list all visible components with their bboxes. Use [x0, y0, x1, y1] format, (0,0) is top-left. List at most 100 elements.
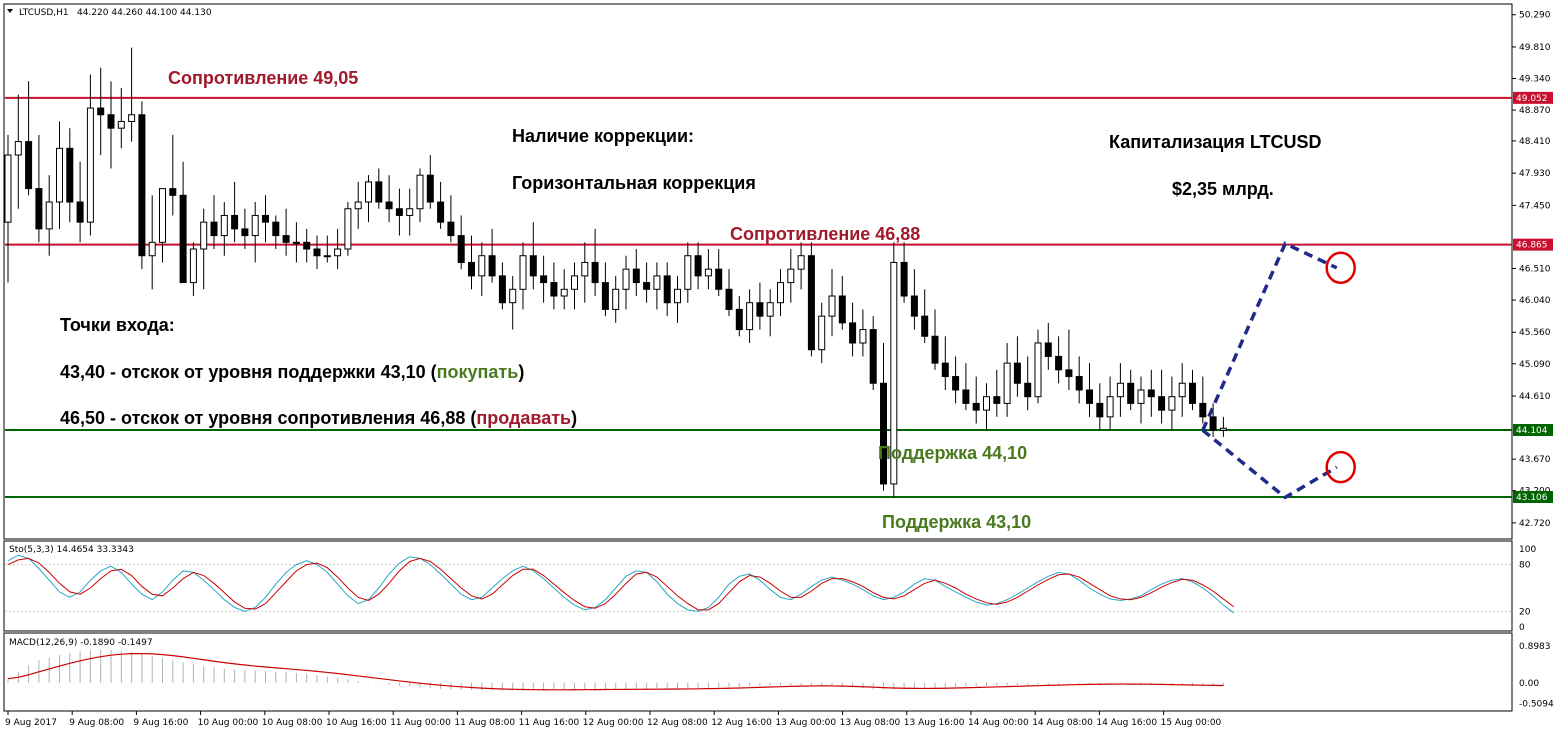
candle: [1044, 322, 1052, 370]
candle: [117, 87, 125, 149]
candle: [849, 302, 857, 357]
candle: [365, 175, 372, 223]
stochastic-axis: 100 80 20 0: [5, 545, 1536, 633]
candle-body-bull: [777, 282, 784, 304]
stochastic-indicator: Sto(5,3,3) 14.4654 33.3343 100 80 20 0: [5, 545, 1536, 633]
resistance-mid-label: Сопротивление 46,88: [730, 224, 920, 244]
candle-body-bull: [571, 275, 578, 290]
candle: [107, 81, 115, 169]
candle: [14, 94, 22, 209]
candle-body-bull: [828, 295, 836, 317]
macd-tick-label: 0.00: [1519, 679, 1539, 689]
candle: [519, 242, 527, 310]
candle-body-bear: [169, 188, 177, 196]
candle: [983, 383, 990, 431]
candle-body-bull: [890, 261, 898, 485]
candle-body-bear: [952, 376, 960, 391]
candle: [766, 289, 774, 337]
stochastic-tick-label: 80: [1519, 561, 1531, 571]
candle-body-bear: [725, 288, 733, 310]
candle: [1147, 369, 1155, 417]
price-tick-label: 47.930: [1519, 169, 1551, 179]
candles: [4, 47, 1227, 498]
candle: [354, 181, 362, 229]
candle-body-bull: [56, 147, 63, 203]
candle-body-bear: [138, 114, 146, 257]
main-price-panel: [3, 3, 1513, 540]
candle: [993, 369, 1001, 417]
candle-body-bull: [45, 201, 53, 230]
candle: [941, 336, 949, 390]
candle: [890, 242, 898, 498]
candle: [200, 208, 208, 290]
candle: [169, 134, 177, 216]
candle-body-bull: [1137, 389, 1145, 404]
stochastic-tick-label: 0: [1519, 623, 1525, 633]
candle: [35, 134, 43, 243]
price-tick-label: 44.610: [1519, 392, 1551, 402]
candle: [1024, 356, 1032, 411]
candle-body-bull: [159, 188, 166, 243]
candle: [1034, 329, 1042, 404]
candle-body-bull: [292, 241, 300, 244]
candle: [148, 195, 156, 290]
candle: [756, 282, 764, 330]
down-path-forecast: [1201, 428, 1338, 500]
candle-body-bull: [14, 141, 22, 156]
candle: [952, 356, 960, 404]
entry-sell-action: продавать: [476, 408, 571, 428]
candle: [643, 262, 651, 303]
entry-sell-line: 46,50 - отскок от уровня сопротивления 4…: [60, 408, 577, 428]
candle: [663, 262, 671, 317]
price-tick-label: 46.040: [1519, 296, 1551, 306]
candle: [262, 195, 269, 243]
time-tick-label: 13 Aug 08:00: [840, 718, 901, 728]
stochastic-signal-line: [7, 557, 1235, 611]
candle-body-bull: [704, 268, 712, 277]
ohlc-readout: 44.220 44.260 44.100 44.130: [77, 8, 212, 18]
candle-body-bull: [797, 255, 805, 270]
candle: [86, 74, 94, 236]
candle-body-bear: [1127, 382, 1135, 404]
candle: [1199, 376, 1207, 424]
candle-body-bear: [66, 147, 74, 203]
candle-body-bull: [365, 181, 372, 203]
annotations: Сопротивление 49,05 Сопротивление 46,88 …: [60, 68, 1322, 532]
candle-body-bull: [478, 255, 486, 277]
candle-body-bull: [983, 396, 990, 411]
cap-value: $2,35 млрд.: [1172, 179, 1274, 199]
candle: [416, 168, 424, 223]
candle-body-bull: [560, 288, 568, 297]
candle-body-bear: [880, 382, 887, 485]
macd-histogram: [7, 649, 1224, 691]
candle-body-bull: [4, 154, 12, 223]
candle: [828, 269, 836, 337]
candle-body-bear: [1065, 369, 1073, 378]
time-tick-label: 15 Aug 00:00: [1161, 718, 1222, 728]
candle: [76, 161, 84, 243]
time-tick-label: 9 Aug 16:00: [133, 718, 188, 728]
price-tick-label: 49.810: [1519, 43, 1551, 53]
candle: [498, 262, 506, 310]
candle-body-bear: [375, 181, 383, 203]
forecast-paths: [1201, 241, 1356, 500]
candle-body-bear: [540, 275, 548, 284]
entry-buy-line: 43,40 - отскок от уровня поддержки 43,10…: [60, 362, 524, 382]
time-tick-label: 12 Aug 16:00: [711, 718, 772, 728]
candle: [303, 228, 311, 263]
candle-body-bull: [818, 315, 826, 351]
candle: [674, 275, 681, 323]
candle-body-bear: [1024, 382, 1032, 398]
chart-header: LTCUSD,H1 44.220 44.260 44.100 44.130: [7, 8, 212, 18]
resistance-level-value: 46.865: [1516, 241, 1548, 251]
candle-body-bear: [1055, 355, 1063, 371]
candle-body-bull: [1178, 382, 1186, 398]
time-tick-label: 10 Aug 16:00: [326, 718, 387, 728]
resistance-level-tag: [1513, 91, 1553, 104]
candle: [838, 275, 846, 330]
candle-body-bull: [684, 255, 692, 290]
time-tick-label: 11 Aug 16:00: [519, 718, 580, 728]
candle: [1158, 369, 1166, 424]
correction-title: Наличие коррекции:: [512, 126, 694, 146]
collapse-triangle-icon[interactable]: [7, 9, 13, 13]
